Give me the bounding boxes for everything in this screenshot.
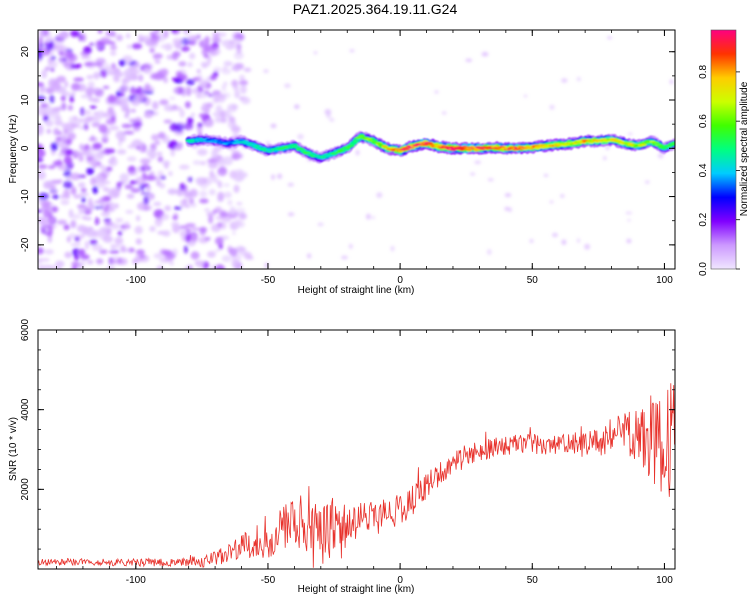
snr-x-ticks: -100 -50 0 50 100 <box>56 330 673 586</box>
colorbar-label: Normalized spectral amplitude <box>739 81 750 216</box>
x-tick-label: -50 <box>261 575 276 586</box>
snr-y-label: SNR (10 * v/v) <box>8 417 19 481</box>
spectrogram-x-label: Height of straight line (km) <box>298 285 415 296</box>
y-tick-label: 10 <box>20 94 31 106</box>
colorbar-ticks: 0.0 0.2 0.4 0.6 0.8 <box>698 64 740 276</box>
y-tick-label: -20 <box>20 237 31 252</box>
y-tick-label: 20 <box>20 46 31 58</box>
x-tick-label: 100 <box>656 575 673 586</box>
spectrogram-image <box>38 30 675 269</box>
snr-x-label: Height of straight line (km) <box>298 584 415 595</box>
x-tick-label: 50 <box>527 275 539 286</box>
snr-series-line <box>38 383 675 568</box>
spectrogram-y-ticks: -20 -10 0 10 20 <box>20 46 675 252</box>
snr-panel: -100 -50 0 50 100 2000 4000 6000 Height of str… <box>8 318 676 595</box>
x-tick-label: -100 <box>126 575 146 586</box>
colorbar-tick-label: 0.4 <box>698 163 709 177</box>
colorbar-tick-label: 0.0 <box>698 262 709 276</box>
spectrogram-noise <box>38 30 674 269</box>
x-tick-label: 0 <box>397 275 403 286</box>
spectrogram-ridge <box>185 131 675 164</box>
spectrogram-frame <box>37 29 676 270</box>
x-tick-label: -100 <box>126 275 146 286</box>
x-tick-label: -50 <box>261 275 276 286</box>
figure-title: PAZ1.2025.364.19.11.G24 <box>292 1 458 17</box>
colorbar-tick-label: 0.8 <box>698 64 709 78</box>
colorbar-frame <box>710 29 737 270</box>
y-tick-label: 6000 <box>20 318 31 341</box>
x-tick-label: 0 <box>397 575 403 586</box>
x-tick-label: 50 <box>527 575 539 586</box>
y-tick-label: 2000 <box>20 478 31 501</box>
colorbar: 0.0 0.2 0.4 0.6 0.8 Normalized spectral ampl… <box>698 29 750 276</box>
spectrogram-y-label: Frequency (Hz) <box>8 115 19 184</box>
y-tick-label: 4000 <box>20 398 31 421</box>
x-tick-label: 100 <box>656 275 673 286</box>
snr-frame <box>37 329 676 570</box>
snr-y-ticks: 2000 4000 6000 <box>20 318 675 550</box>
colorbar-gradient <box>711 30 736 269</box>
y-tick-label: -10 <box>20 189 31 204</box>
colorbar-tick-label: 0.2 <box>698 212 709 226</box>
y-tick-label: 0 <box>20 145 31 151</box>
colorbar-tick-label: 0.6 <box>698 114 709 128</box>
spectrogram-x-ticks: -100 -50 0 50 100 <box>56 30 673 286</box>
